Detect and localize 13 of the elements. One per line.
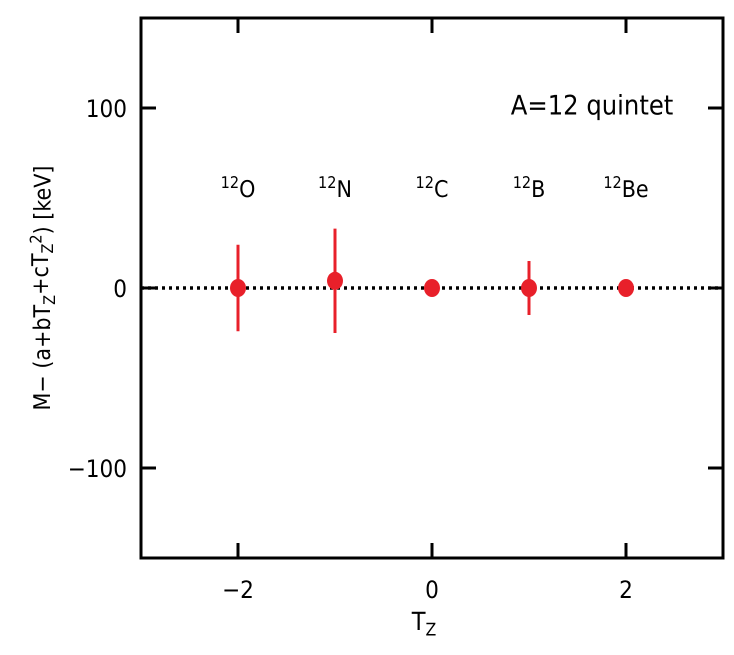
text: A=12 quintet <box>510 90 674 122</box>
annotation: $^{12}$N <box>318 172 352 204</box>
annotation: $^{12}$C <box>416 172 448 204</box>
y-tick-label: 100 <box>86 95 127 123</box>
y-tick-label: 0 <box>113 275 127 303</box>
x-axis-title: T$_{Z}$ <box>410 607 436 640</box>
annotation: $^{12}$O <box>220 172 256 204</box>
x-tick-label: −2 <box>222 576 254 604</box>
x-tick-label: 2 <box>619 576 633 604</box>
annotation: $^{12}$Be <box>603 172 649 204</box>
x-tick-label: 0 <box>425 576 439 604</box>
y-tick-label: −100 <box>68 455 127 483</box>
annotation: $^{12}$B <box>512 172 546 204</box>
